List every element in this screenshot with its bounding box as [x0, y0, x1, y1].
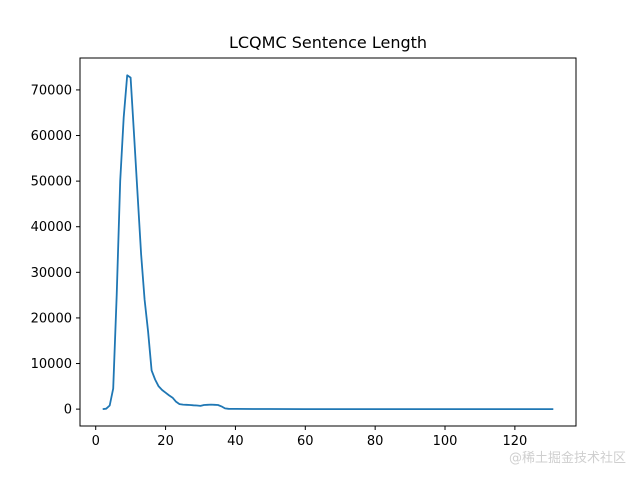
series-line-0: [102, 74, 554, 411]
y-tick-label: 60000: [31, 129, 72, 144]
axes-frame: [79, 57, 577, 427]
y-tick-label: 0: [64, 403, 72, 418]
y-tick-label: 30000: [31, 266, 72, 281]
x-tick-label: 40: [227, 434, 244, 449]
y-tick-label: 20000: [31, 311, 72, 326]
x-tick-label: 0: [92, 434, 100, 449]
y-tick-label: 50000: [31, 175, 72, 190]
x-tick-label: 20: [157, 434, 174, 449]
watermark-text: @稀土掘金技术社区: [508, 451, 626, 466]
x-tick-label: 120: [502, 434, 527, 449]
y-axis: 0 10000 20000 30000 40000 50000 60000 70000: [31, 83, 80, 418]
y-tick-label: 70000: [31, 83, 72, 98]
x-tick-label: 100: [433, 434, 458, 449]
x-tick-label: 80: [367, 434, 384, 449]
plot-area: [102, 74, 554, 411]
x-axis: 0 20 40 60 80 100 120: [92, 426, 527, 449]
y-tick-label: 40000: [31, 220, 72, 235]
x-tick-label: 60: [297, 434, 314, 449]
chart-title: LCQMC Sentence Length: [229, 33, 427, 52]
y-tick-label: 10000: [31, 357, 72, 372]
